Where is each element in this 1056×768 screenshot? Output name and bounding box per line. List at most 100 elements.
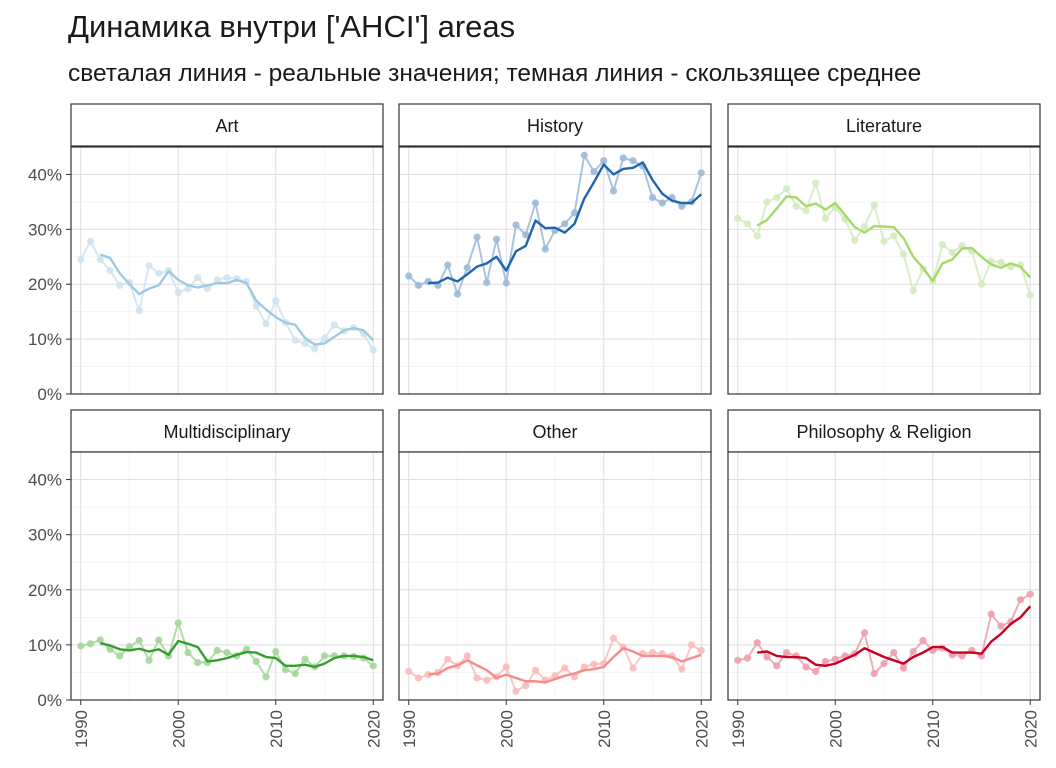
data-point <box>502 279 510 287</box>
data-point <box>405 272 413 280</box>
data-point <box>890 649 898 657</box>
moving-average-line <box>99 253 375 346</box>
data-point <box>444 261 452 269</box>
data-point <box>782 185 791 193</box>
data-point <box>792 202 800 210</box>
panel-border <box>398 146 712 395</box>
data-point <box>860 222 869 231</box>
data-point <box>570 209 579 217</box>
data-point <box>424 671 432 679</box>
x-tick-label: 2010 <box>924 710 943 748</box>
data-point <box>948 248 956 256</box>
data-point <box>405 667 413 675</box>
data-point <box>184 649 192 657</box>
data-point <box>812 179 820 187</box>
data-point <box>174 288 182 297</box>
facet-panel: Multidisciplinary 0% 10% 20% 30% 40% 1990 2000 2… <box>28 409 384 748</box>
data-point <box>880 237 888 246</box>
data-point <box>782 649 791 657</box>
data-point <box>414 281 423 289</box>
data-point <box>291 669 299 678</box>
data-point <box>369 346 377 354</box>
data-point <box>272 297 280 305</box>
data-point <box>831 655 839 663</box>
data-point <box>223 274 231 282</box>
data-point <box>106 645 114 653</box>
data-point <box>106 266 114 275</box>
data-point <box>678 665 686 673</box>
data-point <box>734 214 742 222</box>
facet-panel: Other 1990 2000 2010 2020 <box>398 409 712 748</box>
data-point <box>648 193 657 202</box>
facet-label: Literature <box>846 116 922 136</box>
facet-label: Other <box>532 422 577 442</box>
facet-strip <box>398 409 712 453</box>
data-point <box>648 649 657 657</box>
facet-strip <box>398 103 712 147</box>
facet-panel: Philosophy & Religion 1990 2000 2010 2020 <box>727 409 1041 748</box>
data-point <box>763 653 771 661</box>
x-tick-label: 2010 <box>595 710 614 748</box>
chart-title: Динамика внутри ['AHCI'] areas <box>68 9 516 44</box>
data-point <box>262 673 270 681</box>
data-point <box>743 654 752 662</box>
data-point <box>116 281 124 289</box>
data-point <box>697 646 705 655</box>
panel-border <box>70 451 384 701</box>
y-tick-label: 40% <box>28 165 62 184</box>
data-point <box>590 660 598 668</box>
panel-border <box>70 146 384 395</box>
facet-strip <box>727 103 1041 147</box>
data-point <box>919 636 927 645</box>
data-point <box>223 649 231 657</box>
data-point <box>658 199 666 207</box>
data-point <box>155 636 163 644</box>
data-point <box>753 639 761 647</box>
data-point <box>444 655 452 663</box>
panel-border <box>398 451 712 701</box>
data-point <box>773 193 781 202</box>
data-point <box>116 652 124 660</box>
chart-subtitle: светалая линия - реальные значения; темн… <box>68 60 922 87</box>
data-point <box>502 663 510 671</box>
y-tick-label: 30% <box>28 220 62 239</box>
x-tick-label: 2000 <box>169 710 188 748</box>
data-point <box>252 657 260 666</box>
facet-label: Multidisciplinary <box>163 422 290 442</box>
data-point <box>753 232 761 240</box>
data-point <box>453 290 462 298</box>
moving-average-line <box>756 195 1032 283</box>
x-tick-label: 1990 <box>72 710 91 748</box>
x-tick-label: 1990 <box>729 710 748 748</box>
data-point <box>987 610 995 618</box>
data-point <box>145 261 153 270</box>
data-point <box>492 235 501 243</box>
data-point <box>938 241 947 249</box>
data-point <box>512 221 520 229</box>
data-point <box>77 255 85 264</box>
data-point <box>291 336 299 344</box>
moving-average-line <box>99 639 374 669</box>
data-point <box>86 640 95 648</box>
data-point <box>473 674 481 682</box>
data-point <box>301 655 309 663</box>
data-point <box>272 647 280 656</box>
data-point <box>734 656 742 664</box>
facet-label: Philosophy & Religion <box>796 422 971 442</box>
data-point <box>609 187 618 195</box>
facet-panel: Art 0% 10% 20% 30% 40% <box>28 103 384 404</box>
data-point <box>802 663 810 671</box>
data-point <box>213 276 221 284</box>
data-point <box>96 255 104 264</box>
data-point <box>174 619 182 627</box>
data-point <box>619 154 627 162</box>
data-point <box>531 666 540 674</box>
data-point <box>252 302 260 310</box>
facet-strip <box>70 103 384 147</box>
y-tick-label: 20% <box>28 275 62 294</box>
data-point <box>773 662 781 670</box>
data-point <box>414 674 423 682</box>
data-point <box>311 345 319 353</box>
data-point <box>473 233 481 241</box>
